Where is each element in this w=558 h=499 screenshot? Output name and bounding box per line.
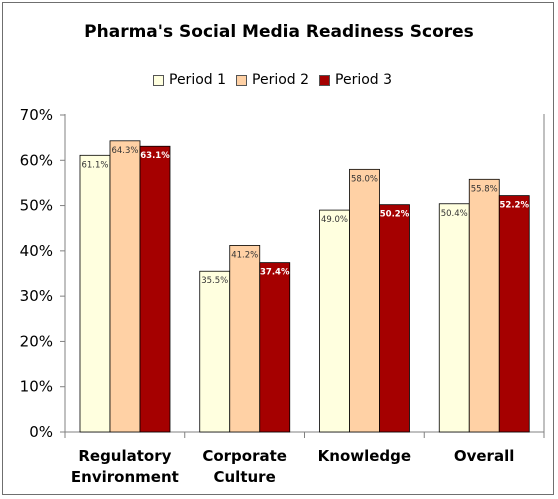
bar-data-label: 41.2%: [231, 250, 258, 260]
legend-label-period-2: Period 2: [252, 72, 310, 88]
x-tick-label: Knowledge: [318, 447, 411, 465]
legend: Period 1 Period 2 Period 3: [153, 70, 402, 90]
legend-swatch-period-3: [319, 74, 331, 86]
y-tick-label: 0%: [29, 423, 53, 441]
bar-data-label: 50.2%: [380, 210, 410, 220]
bar-data-label: 55.8%: [471, 184, 498, 194]
x-tick-label: Overall: [454, 447, 515, 465]
bar: [199, 270, 231, 433]
bar: [319, 209, 350, 433]
bar-data-label: 64.3%: [111, 146, 138, 156]
legend-swatch-period-2: [236, 74, 248, 86]
legend-label-period-1: Period 1: [169, 72, 227, 88]
bar: [139, 145, 171, 433]
chart-title: Pharma's Social Media Readiness Scores: [84, 22, 474, 42]
x-tick-label: Environment: [71, 468, 179, 486]
y-tick-label: 20%: [20, 332, 53, 350]
legend-swatch-period-1: [153, 74, 164, 86]
bar-data-label: 63.1%: [140, 151, 170, 161]
bar: [349, 168, 380, 433]
bar-data-label: 52.2%: [500, 201, 530, 211]
x-tick-label: Regulatory: [78, 447, 171, 465]
legend-item-period-2: Period 2: [236, 72, 309, 88]
bar-data-label: 49.0%: [321, 215, 348, 225]
y-tick-label: 10%: [20, 378, 53, 396]
bar: [468, 178, 500, 433]
y-tick-label: 40%: [20, 242, 53, 260]
bar-data-label: 50.4%: [441, 209, 468, 219]
y-tick-label: 50%: [20, 197, 53, 215]
legend-label-period-3: Period 3: [335, 72, 393, 88]
x-tick-label: Culture: [214, 468, 276, 486]
bar-data-label: 37.4%: [260, 268, 290, 278]
legend-item-period-3: Period 3: [319, 72, 392, 88]
bar: [379, 204, 410, 433]
legend-item-period-1: Period 1: [153, 72, 226, 88]
bar: [79, 154, 111, 433]
bar: [438, 203, 470, 433]
y-tick-label: 30%: [20, 287, 53, 305]
bar-data-label: 58.0%: [351, 174, 378, 184]
bar-data-label: 61.1%: [81, 160, 108, 170]
bar: [498, 195, 530, 433]
bar-data-label: 35.5%: [201, 276, 228, 286]
bar: [259, 262, 291, 433]
bar: [229, 245, 261, 433]
y-tick-label: 60%: [20, 151, 53, 169]
y-tick-label: 70%: [20, 106, 53, 124]
bar: [109, 140, 141, 433]
x-tick-label: Corporate: [202, 447, 287, 465]
